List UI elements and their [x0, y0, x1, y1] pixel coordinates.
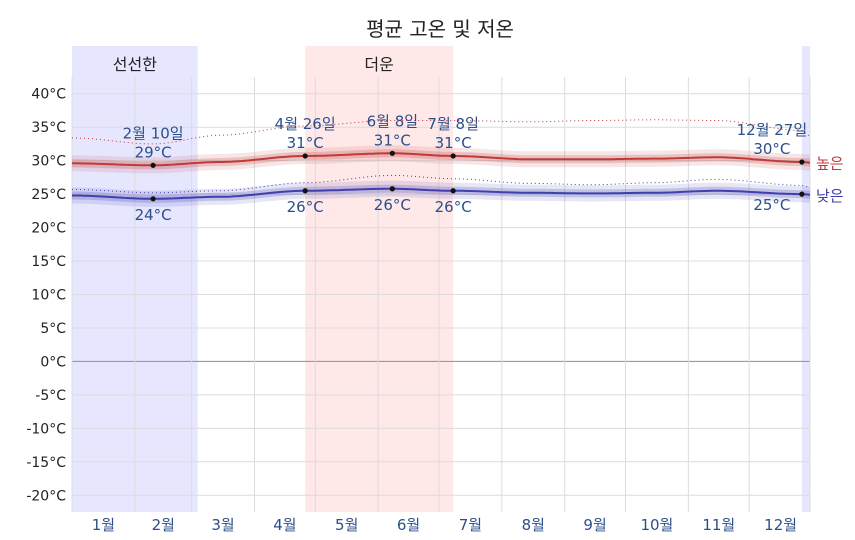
y-tick-label: 15°C — [31, 254, 66, 270]
y-tick-label: 0°C — [40, 354, 66, 370]
annotation-point — [150, 162, 156, 168]
series-band-outer-0 — [72, 145, 810, 174]
annotation-value-label: 29°C — [135, 143, 172, 161]
y-tick-label: 5°C — [40, 321, 66, 337]
annotation-value-label: 26°C — [435, 198, 472, 216]
annotation-value-label: 24°C — [135, 206, 172, 224]
y-tick-label: 30°C — [31, 154, 66, 170]
series-name-label-1: 낮은 — [816, 187, 844, 205]
series-p90-line-0 — [72, 119, 811, 145]
grid: 40°C 35°C 30°C 25°C 20°C 15°C 10°C 5°C 0°C -5°C -1… — [26, 77, 811, 534]
annotation-value-label: 31°C — [374, 131, 411, 149]
y-tick-label: -20°C — [26, 488, 66, 504]
annotation-value-label: 30°C — [753, 140, 790, 158]
annotation-points — [150, 150, 805, 202]
y-tick-label: 25°C — [31, 187, 66, 203]
season-band-2 — [801, 46, 810, 512]
series-lines — [71, 119, 811, 200]
annotation-value-label: 31°C — [287, 134, 324, 152]
series-line-1 — [72, 187, 811, 200]
annotation-date-label: 4월 26일 — [275, 115, 336, 133]
season-label-1: 더운 — [364, 55, 393, 74]
chart-title: 평균 고온 및 저온 — [366, 17, 514, 41]
x-tick-label: 11월 — [702, 516, 735, 534]
annotation-point — [150, 196, 156, 202]
annotation-point — [302, 153, 308, 159]
annotation-point — [450, 153, 456, 159]
y-tick-label: 10°C — [31, 288, 66, 304]
x-tick-label: 4월 — [273, 516, 296, 534]
x-tick-label: 1월 — [92, 516, 115, 534]
annotation-date-label: 6월 8일 — [367, 112, 418, 130]
series-line-0 — [72, 152, 811, 167]
annotation-value-label: 31°C — [435, 134, 472, 152]
x-tick-label: 5월 — [335, 516, 358, 534]
x-tick-label: 10월 — [640, 516, 673, 534]
annotation-point — [799, 191, 805, 197]
annotation-date-label: 12월 27일 — [737, 121, 808, 139]
annotation-point — [389, 150, 395, 156]
x-tick-label: 6월 — [397, 516, 420, 534]
y-tick-label: -5°C — [35, 388, 66, 404]
x-tick-label: 8월 — [522, 516, 545, 534]
annotation-point — [799, 159, 805, 165]
annotation-date-label: 7월 8일 — [427, 115, 478, 133]
y-tick-label: 40°C — [31, 87, 66, 103]
series-band-inner-0 — [72, 149, 810, 170]
y-tick-label: 20°C — [31, 221, 66, 237]
y-tick-label: 35°C — [31, 120, 66, 136]
annotation-point — [389, 186, 395, 192]
x-tick-label: 3월 — [211, 516, 234, 534]
x-tick-label: 7월 — [459, 516, 482, 534]
annotation-date-label: 2월 10일 — [123, 124, 184, 142]
x-tick-label: 12월 — [764, 516, 797, 534]
annotation-value-label: 25°C — [753, 196, 790, 214]
series-p90-line-1 — [71, 174, 811, 194]
series-name-label-0: 높은 — [816, 155, 844, 173]
annotation-value-label: 26°C — [374, 196, 411, 214]
season-label-0: 선선한 — [113, 55, 157, 74]
season-band-1 — [305, 46, 454, 512]
y-tick-label: -10°C — [26, 421, 66, 437]
annotation-point — [302, 188, 308, 194]
annotation-value-label: 26°C — [287, 198, 324, 216]
annotation-point — [450, 188, 456, 194]
y-tick-label: -15°C — [26, 455, 66, 471]
series-band-inner-1 — [72, 184, 810, 203]
x-tick-label: 9월 — [583, 516, 606, 534]
x-tick-label: 2월 — [152, 516, 175, 534]
